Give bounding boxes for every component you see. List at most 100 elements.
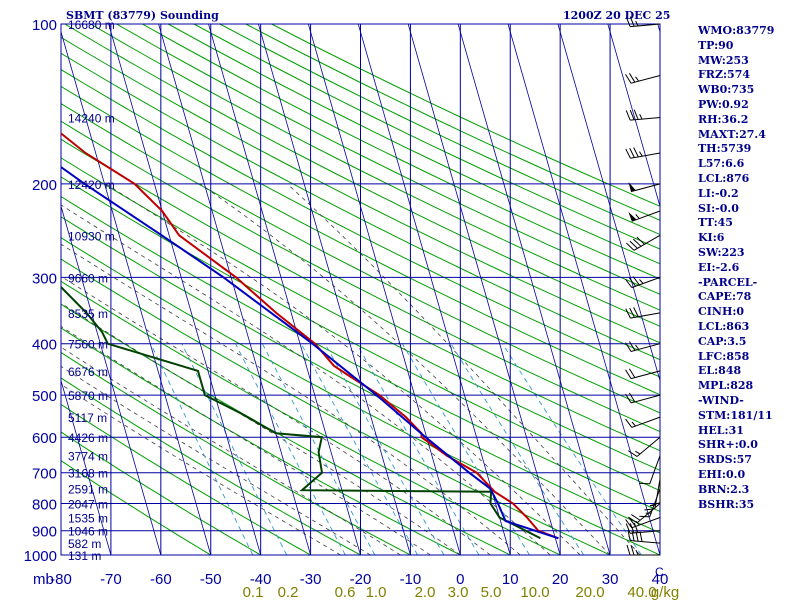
- isotherm-line: [61, 379, 112, 555]
- dry-adiabat: [90, 24, 660, 311]
- barb-full: [628, 517, 636, 527]
- wind-barb: [625, 392, 661, 404]
- index-item: HEL:31: [698, 423, 744, 437]
- barb-shaft: [631, 517, 661, 529]
- barb-full: [649, 502, 661, 507]
- moist-adiabat: [61, 275, 491, 555]
- height-label: 8535 m: [68, 307, 108, 321]
- isotherm-line: [258, 24, 411, 555]
- barb-half: [631, 421, 636, 427]
- isotherm-line: [407, 24, 561, 555]
- wind-barb: [625, 147, 661, 159]
- dry-adiabat: [61, 403, 311, 555]
- mixing-ratio-label: 5.0: [481, 584, 502, 600]
- wind-barb: [625, 16, 661, 28]
- wind-barb: [628, 210, 661, 222]
- index-item: TH:5739: [698, 142, 752, 156]
- barb-half: [635, 76, 640, 82]
- dry-adiabat: [61, 176, 660, 492]
- barb-shaft: [631, 416, 661, 428]
- indices-panel: WMO:83779 TP:90 MW:253 FRZ:574 WB0:735 PW:0.9…: [698, 24, 774, 512]
- isotherm-line: [158, 24, 311, 555]
- moist-adiabat: [105, 183, 581, 555]
- wind-barb: [639, 455, 661, 485]
- moist-adiabat: [199, 183, 611, 555]
- isotherm-line: [108, 24, 262, 555]
- skewed-isotherms: [61, 24, 660, 555]
- height-label: 10930 m: [68, 229, 115, 243]
- pressure-label: 200: [32, 177, 57, 194]
- barb-shaft: [649, 455, 661, 485]
- barb-shaft: [630, 152, 661, 159]
- barb-shaft: [630, 343, 661, 352]
- isotherm-line: [357, 24, 511, 555]
- barb-half: [635, 344, 640, 350]
- barb-full: [630, 544, 635, 556]
- barb-full: [629, 240, 638, 249]
- mixing-ratio-label: 1.0: [366, 584, 387, 600]
- barb-full: [629, 109, 635, 120]
- index-item: STM:181/11: [698, 408, 773, 422]
- pressure-label: 500: [32, 388, 57, 405]
- dry-adiabat: [61, 195, 660, 512]
- barb-full: [639, 531, 643, 542]
- height-label: 16680 m: [68, 18, 115, 32]
- temperature-line: [61, 132, 559, 540]
- pressure-label: 100: [32, 17, 57, 34]
- height-label: 582 m: [68, 537, 101, 551]
- barb-full: [629, 148, 635, 158]
- barb-full: [625, 308, 631, 319]
- barb-full: [631, 530, 635, 542]
- dry-adiabat: [61, 36, 660, 344]
- barb-shaft: [630, 23, 661, 28]
- barb-shaft: [630, 74, 661, 84]
- temp-label: 0: [456, 571, 464, 588]
- index-item: CAPE:78: [698, 290, 752, 304]
- index-item: KI:6: [698, 231, 725, 245]
- dry-adiabat: [61, 85, 660, 396]
- pressure-label: 800: [32, 497, 57, 514]
- barb-full: [628, 73, 636, 83]
- height-label: 131 m: [68, 549, 101, 563]
- chart-title: SBMT (83779) Sounding: [66, 9, 219, 22]
- dry-adiabat: [167, 24, 660, 265]
- mixing-ratio-lines: [150, 343, 642, 555]
- wind-barb: [649, 472, 661, 507]
- index-item: MPL:828: [698, 379, 754, 393]
- temp-label: -70: [100, 571, 122, 588]
- dry-adiabat: [61, 351, 411, 555]
- barb-shaft: [630, 540, 661, 544]
- isotherm-line: [507, 24, 660, 555]
- index-item: MW:253: [698, 53, 749, 67]
- mixing-ratio-line: [502, 343, 642, 555]
- barb-half: [635, 214, 640, 219]
- isotherm-line: [457, 24, 611, 555]
- index-item: -WIND-: [698, 393, 744, 407]
- dry-adiabat: [61, 258, 611, 555]
- pressure-label: 1000: [24, 548, 57, 565]
- index-item: SI:-0.0: [698, 201, 739, 215]
- pressure-label: 700: [32, 466, 57, 483]
- temp-label: -10: [400, 571, 422, 588]
- barb-shaft: [633, 234, 661, 251]
- barb-half: [639, 151, 643, 157]
- temp-label: 10: [502, 571, 519, 588]
- temp-label: -40: [250, 571, 272, 588]
- barb-flag: [628, 211, 637, 222]
- height-label: 4426 m: [68, 431, 108, 445]
- mixing-ratio-label: g/kg: [651, 584, 679, 600]
- barb-full: [625, 74, 632, 84]
- barb-full: [632, 276, 640, 286]
- barb-half: [635, 20, 639, 27]
- barb-full: [633, 307, 639, 317]
- barb-full: [631, 514, 641, 521]
- index-item: LCL:876: [698, 171, 750, 185]
- index-item: BRN:2.3: [698, 482, 750, 496]
- barb-half: [635, 450, 641, 455]
- pressure-label: 600: [32, 430, 57, 447]
- dry-adiabat: [61, 216, 660, 534]
- barb-shaft: [630, 530, 661, 534]
- mixing-ratio-line: [324, 343, 445, 555]
- index-item: SW:223: [698, 245, 745, 259]
- barb-full: [633, 238, 642, 247]
